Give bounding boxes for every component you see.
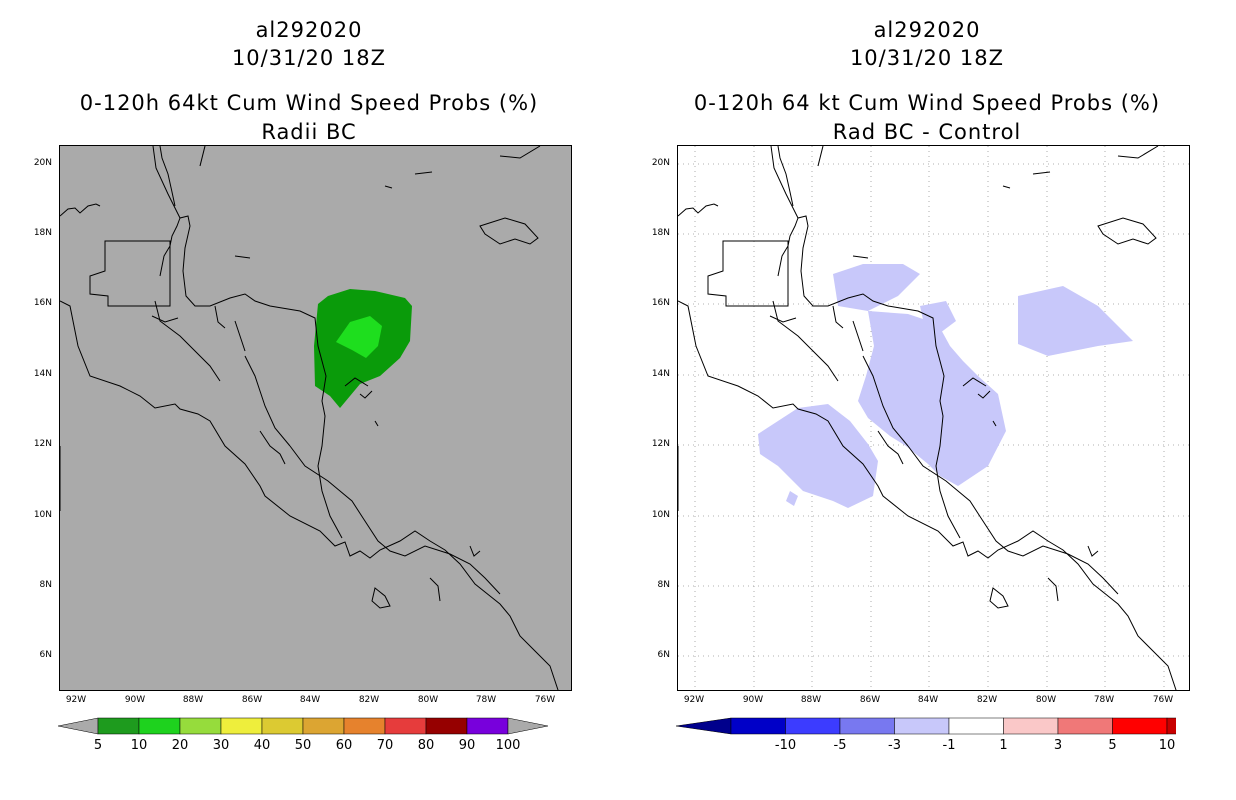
colorbar-label: 5 — [1108, 738, 1117, 753]
lon-label: 92W — [65, 695, 87, 705]
colorbar-label: 3 — [1053, 738, 1063, 753]
colorbar-swatch — [466, 717, 509, 735]
lat-label: 8N — [657, 580, 670, 590]
lon-label: 80W — [417, 695, 439, 705]
colorbar-swatch — [179, 717, 222, 735]
colorbar-swatch — [1166, 717, 1176, 735]
lat-label: 18N — [651, 228, 670, 238]
colorbar-label: -3 — [888, 738, 901, 753]
left-colorbar: 5 10 20 30 40 50 60 70 80 90 100 — [58, 716, 558, 756]
colorbar-swatch — [261, 717, 304, 735]
lat-label: 12N — [651, 439, 670, 449]
lon-label: 76W — [1152, 695, 1174, 705]
lon-label: 86W — [859, 695, 881, 705]
colorbar-label: 50 — [294, 738, 312, 753]
lat-label: 10N — [651, 510, 670, 520]
lat-label: 6N — [657, 650, 670, 660]
colorbar-swatch — [220, 717, 263, 735]
colorbar-swatch — [97, 717, 140, 735]
lat-label: 14N — [651, 369, 670, 379]
colorbar-label: -10 — [774, 738, 797, 753]
lon-label: 76W — [534, 695, 556, 705]
colorbar-label: 1 — [999, 738, 1008, 753]
right-map — [677, 145, 1190, 691]
left-subtitle: Radii BC — [261, 120, 357, 144]
lon-label: 82W — [976, 695, 998, 705]
colorbar-swatch — [1112, 717, 1168, 735]
right-storm-id: al292020 — [873, 18, 981, 42]
colorbar-swatch — [948, 717, 1004, 735]
colorbar-swatch — [343, 717, 386, 735]
lon-label: 84W — [917, 695, 939, 705]
lon-label: 78W — [1093, 695, 1115, 705]
lat-label: 6N — [39, 650, 52, 660]
lat-label: 10N — [33, 510, 52, 520]
colorbar-label: 20 — [171, 738, 189, 753]
lat-label: 16N — [651, 298, 670, 308]
colorbar-label: 100 — [495, 738, 521, 753]
lon-label: 78W — [475, 695, 497, 705]
lat-label: 16N — [33, 298, 52, 308]
lon-label: 88W — [800, 695, 822, 705]
lon-label: 90W — [742, 695, 764, 705]
right-product-title: 0-120h 64 kt Cum Wind Speed Probs (%) — [693, 91, 1161, 115]
lat-label: 20N — [651, 158, 670, 168]
colorbar-label: -1 — [942, 738, 956, 753]
left-panel: al292020 10/31/20 18Z 0-120h 64kt Cum Wi… — [33, 18, 572, 756]
right-datetime: 10/31/20 18Z — [849, 46, 1005, 70]
left-storm-id: al292020 — [255, 18, 363, 42]
colorbar-label: 5 — [93, 738, 103, 753]
lat-label: 14N — [33, 369, 52, 379]
lon-label: 88W — [182, 695, 204, 705]
left-map — [59, 145, 572, 691]
lat-label: 8N — [39, 580, 52, 590]
colorbar-swatch — [138, 717, 181, 735]
left-datetime: 10/31/20 18Z — [231, 46, 387, 70]
lat-label: 20N — [33, 158, 52, 168]
lon-label: 82W — [358, 695, 380, 705]
lat-label: 12N — [33, 439, 52, 449]
left-product-title: 0-120h 64kt Cum Wind Speed Probs (%) — [79, 91, 539, 115]
right-subtitle: Rad BC - Control — [832, 120, 1022, 144]
lon-label: 90W — [124, 695, 146, 705]
colorbar-end-high — [507, 717, 549, 735]
colorbar-label: 10 — [130, 738, 148, 753]
colorbar-end-low — [676, 717, 732, 735]
colorbar-swatch — [839, 717, 895, 735]
lat-label: 18N — [33, 228, 52, 238]
lon-label: 92W — [683, 695, 705, 705]
right-panel: al292020 10/31/20 18Z 0-120h 64 kt Cum W… — [618, 0, 1236, 800]
lon-label: 86W — [241, 695, 263, 705]
lon-label: 80W — [1035, 695, 1057, 705]
colorbar-swatch — [302, 717, 345, 735]
colorbar-label: 90 — [458, 738, 476, 753]
colorbar-swatch — [1003, 717, 1059, 735]
colorbar-label: 70 — [376, 738, 394, 753]
colorbar-swatch — [384, 717, 427, 735]
colorbar-label: 60 — [335, 738, 353, 753]
colorbar-label: 80 — [417, 738, 435, 753]
colorbar-swatch — [785, 717, 841, 735]
colorbar-swatch — [425, 717, 468, 735]
colorbar-end-low — [58, 717, 99, 735]
colorbar-label: 40 — [253, 738, 271, 753]
colorbar-swatch — [894, 717, 950, 735]
right-colorbar: -10 -5 -3 -1 1 3 5 10 — [676, 716, 1176, 756]
colorbar-label: 10 — [1158, 738, 1176, 753]
colorbar-label: 30 — [212, 738, 230, 753]
colorbar-swatch — [730, 717, 786, 735]
colorbar-swatch — [1057, 717, 1113, 735]
lon-label: 84W — [299, 695, 321, 705]
colorbar-label: -5 — [833, 738, 847, 753]
